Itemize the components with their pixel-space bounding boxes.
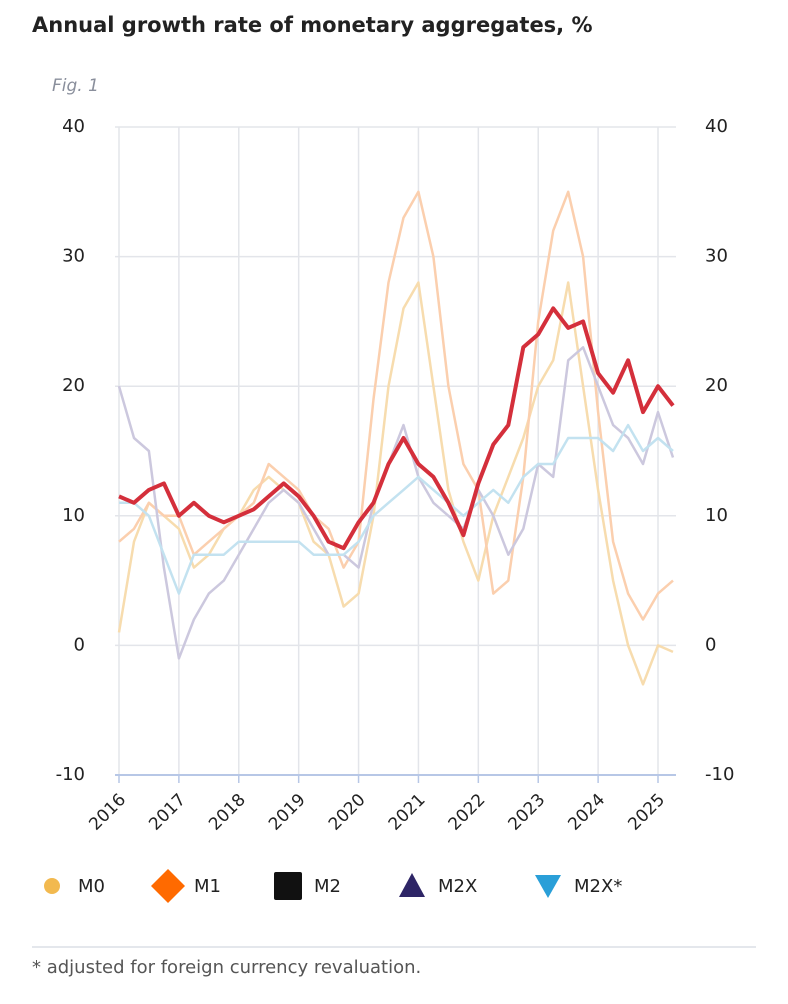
y2-tick-label: 0: [705, 634, 716, 655]
series-line: [118, 190, 674, 621]
legend-label: M0: [78, 876, 105, 897]
legend-marker: [399, 873, 425, 897]
y2-tick-label: 30: [705, 246, 728, 267]
y2-tick-label: -10: [705, 764, 734, 785]
figure-label: Fig. 1: [52, 76, 99, 96]
y-tick-label: 40: [62, 116, 85, 137]
y-tick-label: -10: [56, 764, 85, 785]
y-tick-label: 30: [62, 246, 85, 267]
y2-tick-label: 10: [705, 505, 728, 526]
x-tick-label: 2019: [265, 790, 310, 835]
footnote: * adjusted for foreign currency revaluat…: [32, 957, 421, 978]
chart-title: Annual growth rate of monetary aggregate…: [32, 13, 593, 37]
x-tick-label: 2022: [445, 790, 490, 835]
series-line: [117, 281, 674, 686]
y-tick-label: 20: [62, 375, 85, 396]
x-tick-label: 2025: [624, 790, 669, 835]
x-tick-label: 2023: [505, 790, 550, 835]
legend-marker: [151, 869, 185, 903]
y2-tick-label: 20: [705, 375, 728, 396]
y-tick-label: 10: [62, 505, 85, 526]
x-tick-label: 2017: [145, 790, 190, 835]
series-line: [117, 346, 675, 660]
legend-label: M2X*: [574, 876, 622, 897]
series-line: [119, 423, 674, 595]
x-tick-label: 2021: [385, 790, 430, 835]
legend-marker: [44, 878, 60, 894]
legend-marker: [535, 875, 561, 898]
series-line: [118, 306, 675, 551]
legend-label: M2: [314, 876, 341, 897]
legend-label: M1: [194, 876, 221, 897]
x-tick-label: 2018: [205, 790, 250, 835]
legend-marker: [274, 872, 302, 900]
x-tick-label: 2020: [325, 790, 370, 835]
x-tick-label: 2016: [85, 790, 130, 835]
y-tick-label: 0: [74, 634, 85, 655]
y2-tick-label: 40: [705, 116, 728, 137]
legend-label: M2X: [438, 876, 477, 897]
x-tick-label: 2024: [564, 790, 609, 835]
